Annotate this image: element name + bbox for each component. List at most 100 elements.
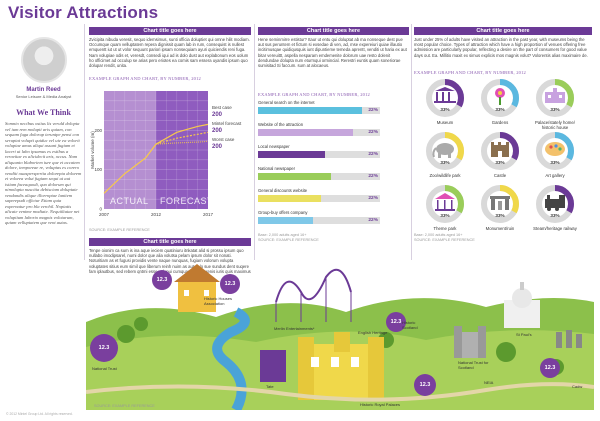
donut-svg: 33% <box>426 79 464 117</box>
donut-slice <box>536 132 574 170</box>
illustration-source: SOURCE: EXAMPLE REFERENCE <box>94 404 155 408</box>
chart-title-header: Chart title goes here <box>414 27 592 35</box>
donut-slice <box>481 185 519 223</box>
column-body-text: Zvicipita nibuda veresit, sequo idemsimu… <box>89 37 250 69</box>
bar-value-label: 22% <box>368 174 378 179</box>
base-note: Base: 2,000 adults aged 16+ <box>258 233 307 237</box>
donut-chart-palace-stately-home-historic-house: 33% Palace/stately home/ historic house <box>535 78 575 130</box>
donut-svg: 33% <box>481 185 519 223</box>
series-value: 200 <box>212 144 223 150</box>
donut-svg: 33% <box>481 132 519 170</box>
donut-slice <box>426 79 464 117</box>
line-series <box>155 131 209 145</box>
bar <box>258 173 332 180</box>
chart-source: SOURCE: EXAMPLE REFERENCE <box>414 238 475 242</box>
palace-icon <box>545 88 565 103</box>
bar-track: 22% <box>258 217 380 224</box>
base-note: Base: 2,000 adults aged 16+ <box>414 233 463 237</box>
donut-percent-label: 33% <box>440 213 449 218</box>
example-caption: EXAMPLE GRAPH AND CHART, BY NUMBER, 2012 <box>258 92 370 97</box>
column-body-text: Tenpe oionim ca sum is ina aque ieciem q… <box>89 248 251 274</box>
donut-category-label: Monument/ruin <box>485 226 515 231</box>
x-tick-label: 2007 <box>99 212 110 217</box>
donut-category-label: Gardens <box>491 120 509 125</box>
y-tick-label: 0 <box>99 207 102 212</box>
bar-value-label: 22% <box>368 130 378 135</box>
donut-chart-museum: 33% Museum <box>425 78 465 130</box>
line-series <box>103 123 209 194</box>
donut-percent-label: 33% <box>550 107 559 112</box>
palette-icon <box>545 142 565 156</box>
column-divider <box>411 24 412 260</box>
bar <box>258 129 354 136</box>
donut-percent-label: 33% <box>440 107 449 112</box>
donut-percent-label: 33% <box>550 160 559 165</box>
example-caption: EXAMPLE GRAPH AND CHART, BY NUMBER, 2012 <box>414 70 526 75</box>
bar-category-label: General discounts website <box>258 188 308 193</box>
label-tate: Tate <box>266 384 274 389</box>
bar-category-label: Group-buy offers company <box>258 210 308 215</box>
scottish-castle <box>454 326 486 358</box>
value-bubble: 12.3 <box>90 334 118 362</box>
bar-category-label: General search on the internet <box>258 100 315 105</box>
stonehenge-icon <box>490 196 510 210</box>
actual-region <box>104 91 156 209</box>
analyst-sidebar: Martin Reed Senior Leisure & Media Analy… <box>5 27 82 382</box>
legend-entry: Mintel forecast <box>212 121 242 126</box>
donut-category-label: Steam/heritage railway <box>533 226 577 231</box>
y-axis-label: Market volume (m) <box>90 131 95 169</box>
bar-category-label: Website of the attraction <box>258 122 304 127</box>
bar-track: 22% <box>258 173 380 180</box>
donut-slice <box>536 185 574 223</box>
bar-value-label: 22% <box>368 196 378 201</box>
bar-category-label: National newspaper <box>258 166 296 171</box>
region-label: FORECAST <box>160 196 213 206</box>
roller-coaster <box>275 268 352 303</box>
path <box>85 382 595 402</box>
label-national-trust: National Trust <box>92 366 117 371</box>
royal-palace <box>298 332 384 400</box>
bar <box>258 151 326 158</box>
analyst-name: Martin Reed <box>26 87 61 93</box>
bar-track: 22% <box>258 195 380 202</box>
tate-building <box>260 350 286 382</box>
region-label: ACTUAL <box>110 196 149 206</box>
label-historic-royal-palaces: Historic Royal Palaces <box>360 402 401 407</box>
what-we-think-heading: What We Think <box>16 108 71 117</box>
x-tick-label: 2012 <box>151 212 162 217</box>
x-tick-label: 2017 <box>203 212 214 217</box>
donut-svg: 33% <box>536 185 574 223</box>
donut-category-label: Zoo/wildlife park <box>429 173 461 178</box>
value-bubble: 12.3 <box>220 274 240 294</box>
y-tick-label: 100 <box>94 167 102 172</box>
donut-svg: 33% <box>536 79 574 117</box>
donut-chart-theme-park: 33% Theme park <box>425 184 465 236</box>
flower-icon <box>495 88 505 105</box>
bar-value-label: 22% <box>368 108 378 113</box>
donut-chart-gardens: 33% Gardens <box>480 78 520 130</box>
bar-chart: General search on the internet 22% Website… <box>258 100 408 240</box>
bar-track: 22% <box>258 107 380 114</box>
donut-category-label: Art gallery <box>545 173 565 178</box>
analyst-avatar <box>20 37 67 83</box>
column-body-text: Just under 25% of adults have visited an… <box>414 37 588 58</box>
column-divider <box>254 24 255 260</box>
value-bubble: 12.3 <box>540 358 560 378</box>
landscape-svg <box>85 264 595 413</box>
donut-chart-monument-ruin: 33% Monument/ruin <box>480 184 520 236</box>
donut-svg: 33% <box>426 132 464 170</box>
donut-chart-art-gallery: 33% Art gallery <box>535 131 575 183</box>
bar-track: 22% <box>258 151 380 158</box>
line-series <box>155 140 209 145</box>
bar <box>258 107 362 114</box>
coaster-supports <box>275 277 352 322</box>
carousel-icon <box>435 193 455 211</box>
train-icon <box>545 195 565 211</box>
donut-percent-label: 33% <box>495 160 504 165</box>
analyst-role: Senior Leisure & Media Analyst <box>15 94 72 99</box>
line-chart: ACTUAL FORECAST Best case 200 Mintel forecas… <box>90 87 250 227</box>
column-divider <box>84 24 85 260</box>
bar-value-label: 22% <box>368 218 378 223</box>
donut-category-label: Museum <box>436 120 454 125</box>
donut-category-label: Palace/stately home/ historic house <box>535 120 575 130</box>
